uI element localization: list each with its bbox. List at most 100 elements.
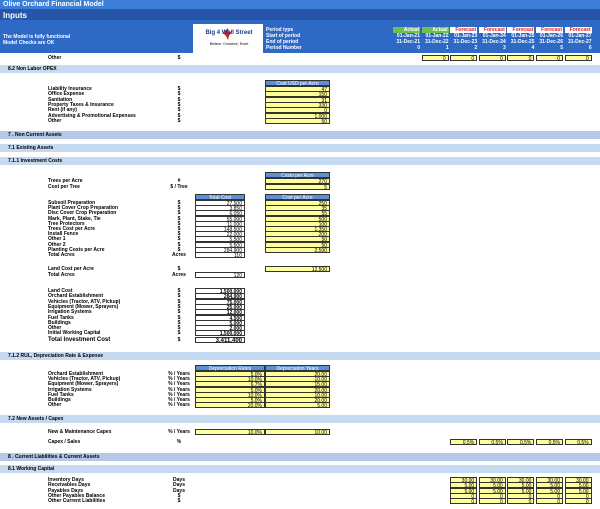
column-header: Costs per Acre <box>265 172 330 179</box>
period-label: Start of period <box>266 33 301 39</box>
row-unit: % / Years <box>168 381 190 388</box>
row-unit: $ <box>177 336 181 343</box>
row-unit: $ <box>177 298 181 305</box>
row-unit: $ <box>177 205 181 212</box>
row-label: Vehicles (Tractor, ATV, Pickup) <box>48 298 121 305</box>
input-cell: 0 <box>536 55 563 62</box>
row-label: Other 2 <box>48 241 66 248</box>
row-label: Land Cost <box>48 288 73 294</box>
row-unit: $ <box>177 55 181 61</box>
row-label: Total Investment Cost <box>48 336 111 343</box>
row-unit: $ <box>177 241 181 248</box>
period-number: 3 <box>503 45 506 51</box>
row-label: New & Maintenance Capex <box>48 429 112 435</box>
value-cell: 120 <box>195 272 245 279</box>
input-cell: 10.0% <box>195 429 265 436</box>
row-label: Trees per Acre <box>48 178 83 184</box>
subtitle-bar <box>0 9 600 20</box>
row-unit: $ <box>177 86 181 92</box>
period-number: 6 <box>588 45 592 51</box>
input-cell: 0.5% <box>507 439 535 446</box>
row-unit: $ / Tree <box>170 183 188 190</box>
row-unit: Days <box>173 482 185 489</box>
input-cell: 0 <box>450 498 478 505</box>
row-unit: $ <box>177 101 181 108</box>
row-label: Receivables Days <box>48 482 91 489</box>
row-label: Total Acres <box>48 252 75 258</box>
period-start: 01-Jan-23 <box>454 33 478 39</box>
input-cell: 50 <box>265 117 330 125</box>
logo-name: Big 4 Wall Street <box>205 30 253 36</box>
period-start: 01-Jan-27 <box>568 33 592 39</box>
row-unit: # <box>177 178 181 184</box>
period-start: 01-Jan-25 <box>511 33 535 39</box>
section-band <box>0 65 600 73</box>
input-cell: 0.5% <box>536 439 563 446</box>
row-label: Capex / Sales <box>48 439 81 445</box>
period-end: 31-Dec-24 <box>482 39 506 45</box>
logo-icon <box>223 28 233 40</box>
row-label: Other 1 <box>48 236 66 243</box>
input-cell: 0 <box>536 498 563 505</box>
status: Model Checks are OK <box>3 40 55 46</box>
column-header: Cost per Acre <box>265 194 330 201</box>
row-unit: $ <box>177 215 181 222</box>
row-label: Sanitation <box>48 96 73 103</box>
row-label: Other <box>48 117 62 124</box>
row-unit: % / Years <box>168 402 190 409</box>
value-cell: 3,411,400 <box>195 336 245 344</box>
row-label: Property Taxes & Insurance <box>48 101 114 108</box>
input-cell: 12,500 <box>265 266 330 273</box>
header-block <box>0 20 600 53</box>
row-label: Office Expense <box>48 91 85 98</box>
period-label: Period type <box>266 27 294 33</box>
row-label: Other Payables Balance <box>48 492 105 499</box>
period-end: 31-Dec-21 <box>396 39 420 45</box>
row-unit: $ <box>177 246 181 253</box>
row-label: Initial Working Capital <box>48 330 101 337</box>
row-unit: % / Years <box>168 391 190 398</box>
period-type: Forecast <box>507 27 535 33</box>
input-cell: 0 <box>507 498 535 505</box>
row-unit: Days <box>173 477 185 483</box>
section-band <box>0 352 600 360</box>
row-label: Fuel Tanks <box>48 391 74 398</box>
row-label: Tree Protectors <box>48 220 85 227</box>
period-number: 5 <box>560 45 563 51</box>
row-unit: $ <box>177 226 181 232</box>
row-unit: Days <box>173 487 185 494</box>
row-label: Irrigation Systems <box>48 386 92 393</box>
model-title: Olive Orchard Financial Model <box>3 1 104 8</box>
input-cell: 20.0% <box>195 402 265 409</box>
status: The Model is fully functional <box>3 34 71 40</box>
row-unit: $ <box>177 325 181 332</box>
row-unit: $ <box>177 319 181 326</box>
column-header: Depreciation Rates <box>195 365 265 372</box>
period-label: Period Number <box>266 45 302 51</box>
section-heading: 7.1.1 Investment Costs <box>8 158 63 164</box>
input-cell: 0.5% <box>564 439 592 446</box>
column-header: Total Cost <box>195 194 245 201</box>
row-unit: Acres <box>172 252 186 258</box>
logo-tagline: Believe, Conceive, Excel <box>209 42 249 46</box>
input-cell: 2,590 <box>265 246 330 254</box>
row-label: Land Cost per Acre <box>48 266 94 272</box>
row-label: Other <box>48 55 62 61</box>
row-unit: % <box>176 439 182 445</box>
row-unit: % / Years <box>168 429 190 435</box>
input-cell: 5 <box>265 183 330 191</box>
row-label: Install Fence <box>48 231 79 238</box>
row-unit: $ <box>177 492 181 499</box>
row-label: Other Current Liabilities <box>48 498 106 505</box>
row-unit: $ <box>177 210 181 217</box>
row-unit: $ <box>177 117 181 124</box>
row-label: Plant Cover Crop Preparation <box>48 205 119 212</box>
value-cell: 110 <box>195 252 245 259</box>
period-label: End of period <box>266 39 299 45</box>
row-unit: $ <box>177 96 181 103</box>
row-unit: $ <box>177 91 181 98</box>
row-label: Inventory Days <box>48 477 84 483</box>
row-unit: Acres <box>172 272 186 278</box>
row-label: Rent (if any) <box>48 107 77 114</box>
section-band <box>0 144 600 152</box>
